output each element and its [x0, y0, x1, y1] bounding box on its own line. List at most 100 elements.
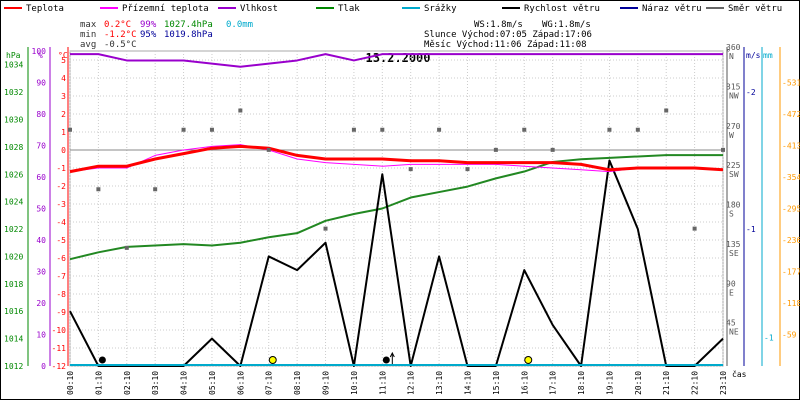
sun-moon-info: WS:1.8m/s WG:1.8m/s Slunce Východ:07:05 … [424, 20, 592, 50]
humidity-tick-2: 20 [36, 299, 46, 308]
series-teplota [69, 144, 724, 174]
x-tick-17: 17:10 [549, 371, 558, 395]
legend-label-2: Vlhkost [240, 4, 278, 14]
temperature-tick-4: -8 [56, 290, 66, 299]
wind-dir-point-23 [721, 147, 725, 152]
temperature-tick-5: -7 [56, 272, 66, 281]
x-tick-0: 00:10 [66, 371, 75, 395]
moon-arrow-head-2 [389, 351, 395, 358]
x-tick-1: 01:10 [94, 371, 103, 395]
wind-dir-name-3: SW [729, 170, 739, 179]
wind-dir-point-20 [635, 127, 640, 132]
sun-times: Slunce Východ:07:05 Západ:17:06 [424, 30, 592, 40]
stats-max-hum: 99% [140, 20, 157, 30]
x-tick-2: 02:10 [123, 371, 132, 395]
wind-dir-point-0 [68, 127, 72, 132]
x-tick-22: 22:10 [691, 371, 700, 395]
pressure-tick-2: 1016 [4, 307, 23, 316]
stats-min-hum: 95% [140, 30, 157, 40]
x-tick-5: 05:10 [208, 371, 217, 395]
solar-tick-4: -295 [782, 205, 800, 214]
temperature-tick-1: -11 [52, 344, 67, 353]
wind-dir-deg-7: 45 [726, 319, 736, 328]
temperature-axis-unit: °C [58, 51, 68, 60]
wg-readout: WG:1.8m/s [542, 20, 591, 30]
pressure-axis-unit: hPa [6, 51, 21, 60]
x-tick-4: 04:10 [180, 371, 189, 395]
wind-dir-name-0: N [729, 52, 734, 61]
humidity-tick-7: 70 [36, 142, 46, 151]
humidity-tick-5: 50 [36, 205, 46, 214]
legend-label-6: Náraz větru [642, 4, 702, 14]
x-tick-12: 12:10 [407, 371, 416, 395]
wind-dir-point-16 [522, 127, 527, 132]
stats-avg-label: avg [80, 40, 96, 50]
rain-tick-0: -1 [764, 333, 774, 342]
sun-marker-1 [268, 356, 277, 364]
ws-readout: WS:1.8m/s [474, 20, 523, 30]
humidity-tick-3: 30 [36, 268, 46, 277]
stats-max-label: max [80, 20, 97, 30]
legend-label-7: Směr větru [728, 4, 782, 14]
wind-dir-deg-4: 180 [726, 201, 741, 210]
wind-dir-point-7 [266, 147, 271, 152]
x-axis-label: čas [732, 369, 747, 379]
x-tick-6: 06:10 [236, 371, 245, 395]
pressure-tick-0: 1012 [4, 362, 23, 371]
solar-tick-3: -236 [782, 236, 800, 245]
wind-dir-name-5: SE [729, 249, 739, 258]
temperature-tick-3: -9 [56, 308, 66, 317]
pressure-tick-3: 1018 [4, 280, 23, 289]
wind-speed-axis-unit: m/s [746, 51, 761, 60]
x-tick-23: 23:10 [719, 371, 728, 395]
wind-dir-deg-2: 270 [726, 122, 741, 131]
temperature-tick-11: -1 [56, 164, 66, 173]
rain-axis-unit: mm [763, 51, 773, 60]
x-tick-20: 20:10 [634, 371, 643, 395]
x-tick-11: 11:10 [378, 371, 387, 395]
series-vlhkost [70, 53, 723, 68]
temperature-tick-15: 3 [61, 92, 66, 101]
wind-dir-point-21 [664, 108, 669, 113]
solar-tick-8: -531 [782, 79, 800, 88]
humidity-tick-9: 90 [36, 79, 46, 88]
x-tick-3: 03:10 [151, 371, 160, 395]
temperature-tick-16: 4 [61, 74, 66, 83]
wind-dir-point-22 [692, 226, 697, 231]
humidity-tick-4: 40 [36, 236, 46, 245]
legend-label-1: Přízemní teplota [122, 4, 209, 14]
temperature-tick-6: -6 [56, 254, 66, 263]
wind-dir-point-3 [153, 187, 158, 192]
x-tick-19: 19:10 [605, 371, 614, 395]
pressure-tick-5: 1022 [4, 225, 23, 234]
stats-min-press: 1019.8hPa [164, 30, 213, 40]
solar-tick-7: -472 [782, 110, 800, 119]
humidity-tick-1: 10 [36, 331, 46, 340]
plot-area [68, 53, 725, 367]
legend: Teplota Přízemní teplota Vlhkost Tlak Srážky… [4, 4, 782, 14]
stats-max-temp: 0.2°C [104, 20, 131, 30]
stats-max-rain: 0.0mm [226, 20, 253, 30]
chart-title: 13.2.2000 [365, 51, 430, 65]
humidity-tick-6: 60 [36, 173, 46, 182]
wind-dir-deg-5: 135 [726, 240, 741, 249]
wind-dir-point-15 [493, 147, 498, 152]
moon-times: Měsíc Východ:11:06 Západ:11:08 [424, 40, 587, 50]
stats-block: max 0.2°C 99% 1027.4hPa 0.0mm min -1.2°C… [80, 20, 253, 50]
wind-dir-point-14 [465, 167, 470, 172]
wind-dir-point-12 [408, 167, 413, 172]
temperature-tick-12: 0 [61, 146, 66, 155]
legend-label-0: Teplota [26, 4, 64, 14]
legend-label-3: Tlak [338, 4, 360, 14]
temperature-tick-2: -10 [52, 326, 67, 335]
humidity-tick-8: 80 [36, 110, 46, 119]
series-tlak [69, 154, 723, 261]
wind-dir-deg-3: 225 [726, 161, 741, 170]
wind-speed-tick-0: -1 [746, 225, 756, 234]
temperature-tick-13: 1 [61, 128, 66, 137]
x-tick-8: 08:10 [293, 371, 302, 395]
humidity-tick-0: 0 [41, 362, 46, 371]
wind-dir-point-4 [181, 127, 186, 132]
